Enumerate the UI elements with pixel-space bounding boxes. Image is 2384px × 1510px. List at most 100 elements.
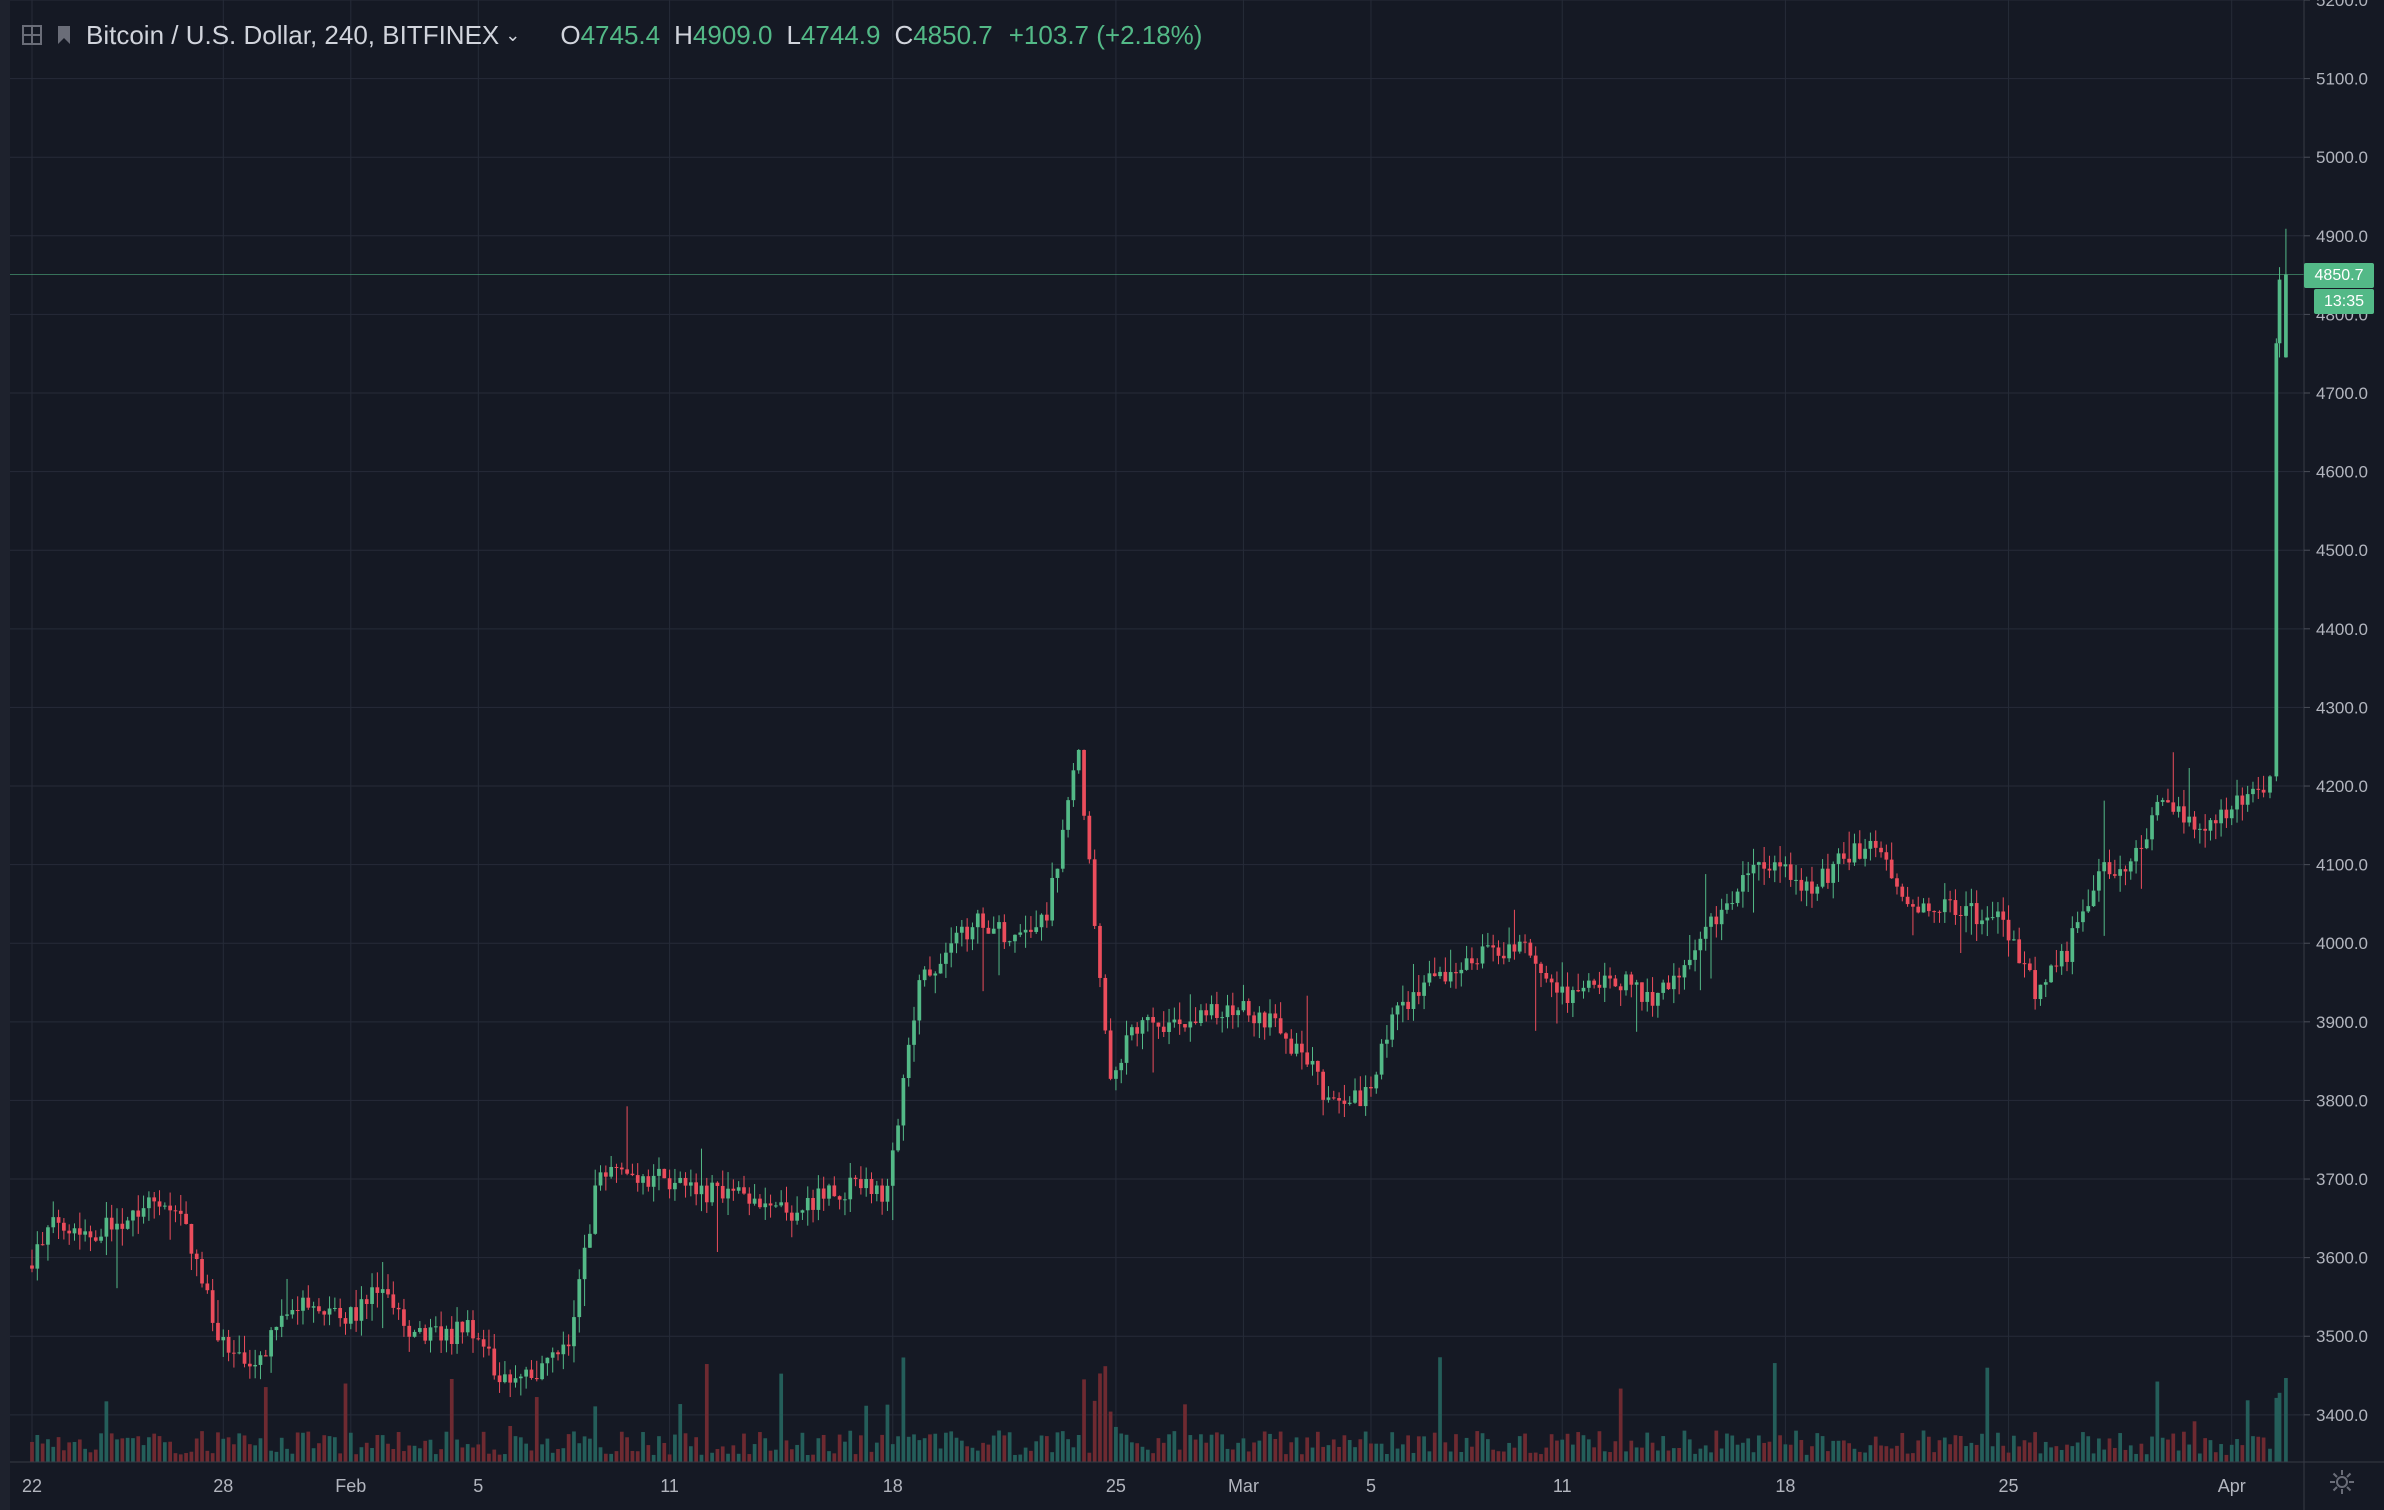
- volume-bar: [88, 1452, 93, 1462]
- volume-bar: [869, 1451, 874, 1462]
- candle-body: [131, 1210, 135, 1221]
- candle-body: [1544, 972, 1549, 979]
- volume-bar: [1624, 1451, 1628, 1462]
- candle-body: [556, 1352, 560, 1355]
- candle-body: [1082, 749, 1086, 816]
- candle-body: [1071, 770, 1076, 801]
- volume-bar: [1066, 1439, 1070, 1462]
- candle-body: [449, 1328, 454, 1344]
- candle-body: [1326, 1097, 1331, 1100]
- volume-bar: [418, 1448, 422, 1462]
- candle-body: [173, 1210, 178, 1212]
- candle-body: [72, 1228, 77, 1234]
- volume-bar: [1969, 1442, 1974, 1462]
- volume-bar: [2240, 1445, 2245, 1462]
- chevron-down-icon[interactable]: ⌄: [505, 24, 521, 45]
- volume-bar: [1565, 1433, 1570, 1462]
- candle-body: [566, 1344, 571, 1347]
- candle-body: [513, 1378, 518, 1383]
- volume-bar: [1900, 1432, 1905, 1462]
- volume-bar: [1666, 1450, 1671, 1462]
- volume-bar: [1927, 1436, 1931, 1462]
- volume-bar: [1300, 1454, 1304, 1462]
- candle-body: [1066, 800, 1070, 830]
- volume-bar: [333, 1437, 337, 1462]
- volume-bar: [1199, 1434, 1203, 1462]
- candle-body: [588, 1233, 592, 1248]
- volume-bar: [1454, 1434, 1458, 1462]
- candle-body: [115, 1223, 119, 1230]
- volume-bar: [1098, 1373, 1102, 1462]
- volume-bar: [1252, 1442, 1256, 1462]
- volume-bar: [566, 1434, 571, 1462]
- candle-body: [997, 922, 1001, 929]
- candle-body: [2022, 963, 2027, 965]
- candle-body: [720, 1185, 725, 1199]
- candle-body: [1145, 1017, 1150, 1021]
- candle-body: [1990, 917, 1995, 919]
- candle-body: [768, 1203, 773, 1206]
- candle-body: [1103, 977, 1108, 1031]
- candle-body: [258, 1355, 263, 1365]
- volume-bar: [2277, 1392, 2282, 1462]
- volume-bar: [970, 1447, 975, 1462]
- price-axis[interactable]: 3400.0 3500.0 3600.0 3700.0 3800.0 3900.0 4000…: [2304, 0, 2368, 1425]
- volume-bar: [2155, 1381, 2160, 1462]
- layout-grid-icon[interactable]: [22, 25, 42, 45]
- candle-body: [1586, 980, 1591, 988]
- volume-bar: [736, 1453, 741, 1462]
- candle-body: [1236, 1010, 1240, 1016]
- candle-body: [1262, 1012, 1267, 1028]
- symbol-title[interactable]: Bitcoin / U.S. Dollar, 240, BITFINEX: [86, 19, 500, 50]
- volume-bar: [1687, 1439, 1692, 1462]
- volume-bar: [2245, 1400, 2250, 1462]
- volume-bar: [2229, 1444, 2234, 1462]
- candle-body: [93, 1237, 98, 1241]
- volume-bar: [1130, 1442, 1134, 1462]
- volume-bar: [402, 1451, 406, 1462]
- volume-bar: [1427, 1451, 1432, 1462]
- candle-body: [864, 1179, 869, 1189]
- volume-bar: [62, 1450, 66, 1462]
- gear-icon[interactable]: [2328, 1468, 2356, 1496]
- candle-body: [981, 913, 985, 928]
- flag-icon[interactable]: [56, 25, 72, 45]
- candle-body: [216, 1322, 220, 1341]
- volume-bar: [375, 1435, 380, 1462]
- candle-body: [2208, 820, 2213, 831]
- volume-bar: [1783, 1444, 1788, 1462]
- volume-bar: [710, 1452, 714, 1462]
- candle-body: [2017, 939, 2022, 964]
- time-axis[interactable]: 22 28 Feb 5 11 18 25 Mar 5 11 18 25 Apr: [22, 1476, 2246, 1496]
- volume-bar: [1852, 1448, 1857, 1462]
- volume-bar: [1225, 1448, 1230, 1462]
- candle-body: [795, 1212, 799, 1221]
- volume-bar: [147, 1437, 151, 1462]
- volume-bar: [1193, 1439, 1198, 1462]
- volume-bar: [396, 1432, 401, 1462]
- candle-body: [1225, 1005, 1230, 1018]
- candle-body: [343, 1318, 348, 1324]
- volume-bar: [1719, 1448, 1724, 1462]
- candle-body: [1119, 1062, 1124, 1071]
- volume-bar: [465, 1444, 470, 1462]
- volume-bar: [274, 1451, 279, 1462]
- candle-body: [306, 1297, 311, 1308]
- candle-body: [2240, 795, 2245, 805]
- open-label: O: [560, 19, 581, 50]
- volume-bar: [2049, 1447, 2053, 1462]
- volume-bar: [2112, 1447, 2117, 1462]
- volume-bar: [242, 1435, 247, 1462]
- volume-bar: [800, 1432, 805, 1462]
- volume-bar: [635, 1451, 640, 1462]
- candle-body: [1767, 868, 1772, 871]
- volume-bar: [1379, 1443, 1384, 1462]
- candle-body: [2043, 982, 2048, 985]
- volume-bar: [348, 1432, 353, 1462]
- candle-body: [534, 1377, 539, 1380]
- candle-body: [1741, 875, 1745, 892]
- candle-body: [1092, 859, 1097, 926]
- candle-body: [503, 1374, 507, 1383]
- candle-body: [1480, 946, 1485, 964]
